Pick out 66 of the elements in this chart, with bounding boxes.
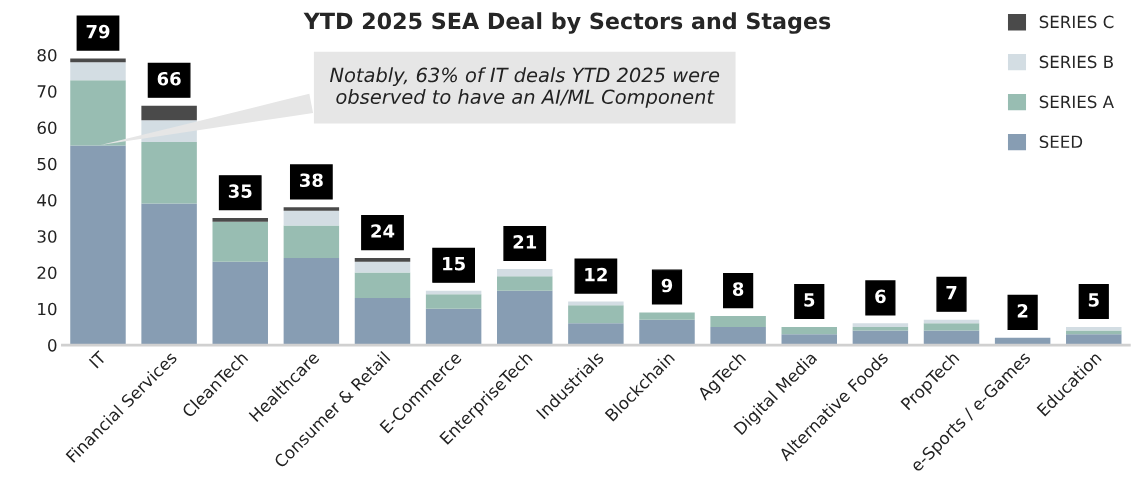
bar: [212, 221, 268, 262]
bar: [568, 323, 624, 346]
total-label: 21: [513, 235, 537, 249]
bar: [425, 294, 482, 309]
y-tick-label: 20: [37, 266, 57, 280]
bar: [70, 80, 126, 146]
y-tick-label: 80: [37, 48, 57, 62]
bar: [141, 105, 197, 121]
bar: [141, 203, 197, 346]
total-label: 8: [732, 282, 744, 296]
total-label: 5: [804, 293, 815, 307]
legend-label: SERIES A: [1039, 95, 1114, 109]
y-tick-label: 30: [37, 230, 57, 243]
chart-title: YTD 2025 SEA Deal by Sectors and Stages: [303, 12, 831, 34]
bar: [923, 323, 980, 331]
total-label: 24: [371, 224, 395, 238]
bar: [212, 218, 268, 222]
total-label: 66: [157, 71, 181, 86]
bar: [1066, 326, 1122, 331]
bar: [70, 145, 126, 346]
total-label: 7: [946, 286, 957, 300]
annotation: Notably, 63% of IT deals YTD 2025 were observed to have an AI/ML Component: [330, 67, 720, 108]
bar: [354, 272, 411, 298]
bar: [710, 316, 766, 327]
total-label: 35: [228, 184, 252, 198]
y-tick-label: 70: [37, 85, 57, 98]
bar: [639, 319, 695, 346]
total-label: 9: [661, 278, 673, 293]
y-tick-label: 60: [37, 121, 57, 135]
x-tick-label: IT: [88, 350, 107, 369]
y-tick-label: 40: [37, 193, 57, 207]
bar: [639, 312, 695, 320]
bar: [425, 308, 482, 346]
bar: [1066, 334, 1122, 346]
bar: [710, 326, 766, 346]
y-tick-label: 50: [37, 157, 57, 171]
bar: [283, 210, 340, 226]
total-label: 2: [1017, 304, 1028, 318]
total-label: 15: [443, 257, 465, 271]
total-label: 12: [585, 267, 607, 282]
bar: [70, 62, 126, 81]
legend-label: SERIES C: [1039, 15, 1114, 29]
bar: [781, 334, 837, 346]
bar: [283, 258, 340, 346]
legend-label: SERIES B: [1039, 55, 1113, 69]
bar: [354, 297, 411, 346]
bar: [141, 141, 197, 204]
bar: [354, 258, 411, 262]
total-label: 79: [86, 24, 110, 39]
total-label: 6: [875, 289, 886, 304]
bar: [212, 261, 268, 346]
bar: [568, 305, 624, 324]
bar: [497, 290, 553, 346]
y-tick-label: 0: [48, 339, 57, 352]
bar: [354, 261, 411, 273]
total-label: 38: [300, 173, 323, 188]
bar: [497, 268, 553, 277]
y-tick-label: 10: [38, 302, 57, 316]
legend-label: SEED: [1039, 135, 1083, 149]
bar: [283, 225, 340, 259]
bar: [497, 276, 553, 291]
bar: [283, 207, 340, 211]
total-label: 5: [1088, 293, 1099, 307]
bar: [852, 323, 909, 327]
bar: [781, 326, 837, 335]
bar: [852, 326, 909, 331]
